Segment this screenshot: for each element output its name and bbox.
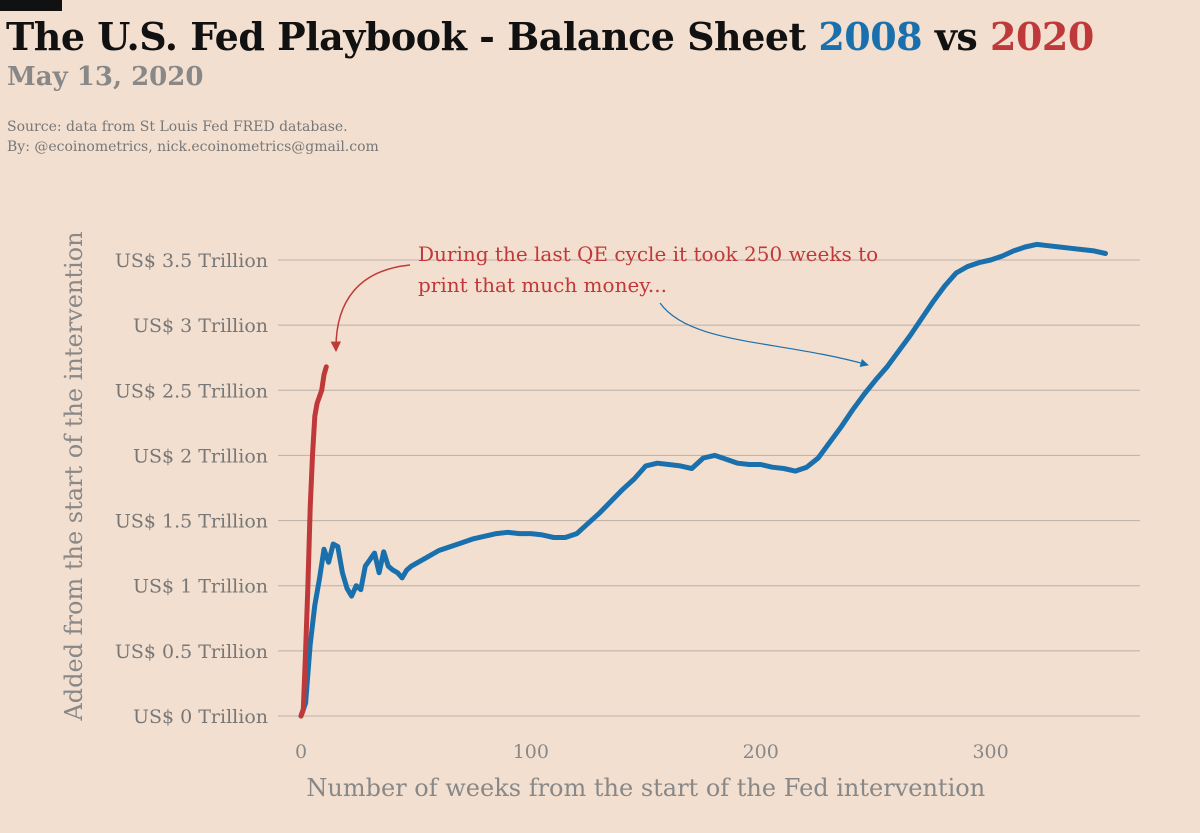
chart-title: The U.S. Fed Playbook - Balance Sheet 20… bbox=[6, 14, 1094, 59]
series-line-2020 bbox=[298, 364, 329, 719]
title-prefix: The U.S. Fed Playbook - Balance Sheet bbox=[6, 14, 819, 59]
x-axis-title: Number of weeks from the start of the Fe… bbox=[306, 774, 985, 802]
y-axis-title: Added from the start of the intervention bbox=[60, 231, 88, 721]
y-tick-label: US$ 0 Trillion bbox=[133, 706, 268, 728]
y-tick-label: US$ 3.5 Trillion bbox=[115, 250, 268, 272]
y-tick-label: US$ 2 Trillion bbox=[133, 445, 268, 467]
x-tick-label: 300 bbox=[972, 741, 1008, 763]
series-line-2008 bbox=[298, 241, 1108, 719]
y-tick-label: US$ 1 Trillion bbox=[133, 576, 268, 598]
y-tick-label: US$ 2.5 Trillion bbox=[115, 380, 268, 402]
source-note: Source: data from St Louis Fed FRED data… bbox=[7, 117, 379, 157]
y-tick-label: US$ 1.5 Trillion bbox=[115, 511, 268, 533]
x-tick-label: 100 bbox=[513, 741, 549, 763]
title-year-2020: 2020 bbox=[990, 14, 1094, 59]
chart-date: May 13, 2020 bbox=[7, 62, 204, 92]
title-year-2008: 2008 bbox=[818, 14, 923, 59]
title-vs: vs bbox=[922, 14, 991, 59]
annotation-text-line2: print that much money... bbox=[418, 273, 667, 297]
annotation-text-line1: During the last QE cycle it took 250 wee… bbox=[418, 242, 878, 266]
y-tick-label: US$ 0.5 Trillion bbox=[115, 641, 268, 663]
annotation-arrow-2008 bbox=[659, 302, 869, 367]
y-tick-label: US$ 3 Trillion bbox=[133, 315, 268, 337]
source-line: Source: data from St Louis Fed FRED data… bbox=[7, 119, 348, 135]
corner-bar bbox=[0, 0, 62, 11]
annotation-arrow-2020 bbox=[330, 264, 411, 353]
x-tick-label: 200 bbox=[743, 741, 779, 763]
x-tick-label: 0 bbox=[295, 741, 307, 763]
author-line: By: @ecoinometrics, nick.ecoinometrics@g… bbox=[7, 139, 379, 155]
